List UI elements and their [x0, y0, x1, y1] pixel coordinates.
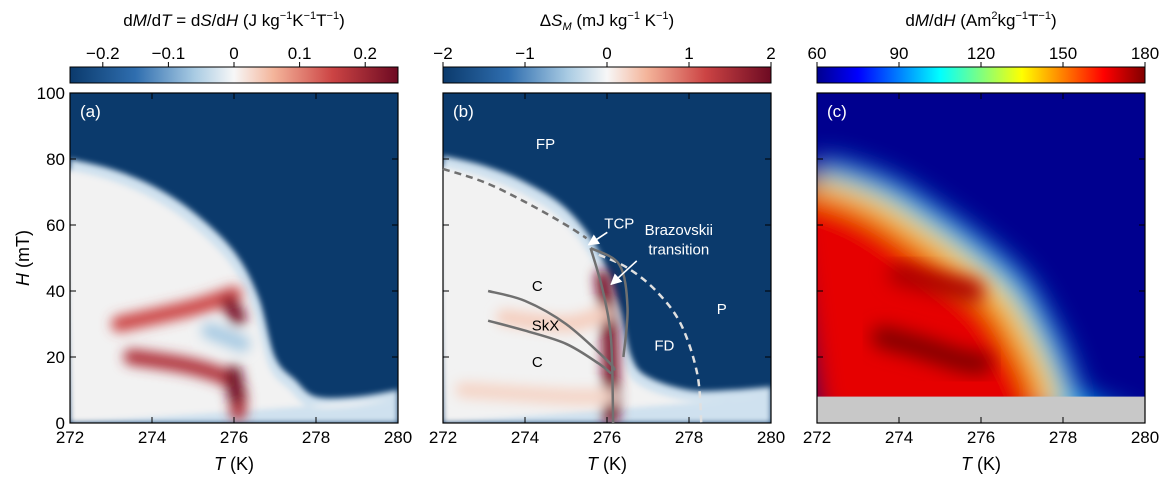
annotation-transition: transition: [648, 242, 709, 259]
x-tick-label: 280: [1131, 428, 1159, 447]
lower-dark-band: [871, 326, 992, 375]
colorbar-tick-label: 2: [766, 44, 775, 63]
annotation-brazovskii: Brazovskii: [645, 222, 713, 239]
annotation-tcp: TCP: [604, 215, 634, 232]
x-tick-label: 276: [967, 428, 995, 447]
colorbar-title-c: dM/dH (Am2kg−1T−1): [905, 10, 1056, 30]
x-axis-label-a: T (K): [214, 454, 254, 474]
panel-label-a: (a): [80, 102, 101, 121]
heatmap-b: [443, 93, 771, 423]
colorbar-tick-label: −0.2: [86, 44, 120, 63]
annotation-fp: FP: [536, 136, 555, 153]
colorbar-title-b: ΔSM (mJ kg−1 K−1): [540, 10, 674, 33]
x-tick-label: 274: [511, 428, 539, 447]
colorbar-title-a: dM/dT = dS/dH (J kg−1K−1T−1): [123, 10, 344, 30]
panel-label-b: (b): [453, 102, 474, 121]
pale-red-lower: [455, 382, 615, 406]
dashed-fp-boundary: [442, 167, 588, 240]
phase-diagram-overlay: FP TCP Brazovskii transition C SkX C FD P: [442, 136, 727, 424]
red-transition-ridge: [594, 269, 620, 423]
upper-dark-band: [888, 263, 984, 302]
annotation-c: C: [532, 354, 543, 371]
colorbar-c: [816, 66, 1146, 84]
colorbar-tick-label: −0.1: [152, 44, 186, 63]
y-tick-label: 80: [46, 150, 65, 169]
x-axis-label-b: T (K): [587, 454, 627, 474]
colorbar-tick-label: 0.1: [288, 44, 312, 63]
y-tick-label: 60: [46, 216, 65, 235]
y-tick-label: 100: [37, 84, 65, 103]
x-tick-label: 276: [220, 428, 248, 447]
skx-lower-boundary: [487, 319, 612, 375]
colorbar-tick-label: 0.2: [353, 44, 377, 63]
colorbar-tick-label: −1: [515, 44, 534, 63]
annotation-arrow: [587, 231, 608, 246]
colorbar-tick-label: 0: [602, 44, 611, 63]
heatmap-a: [70, 93, 398, 423]
dashed-p-boundary: [598, 253, 703, 424]
lower-red-spot: [226, 365, 245, 405]
tcp-branch-line: [589, 246, 629, 358]
x-tick-label: 280: [384, 428, 412, 447]
x-axis-label-c: T (K): [961, 454, 1001, 474]
x-tick-label: 272: [803, 428, 831, 447]
upper-red-spot: [221, 296, 247, 326]
annotation-skx: SkX: [532, 318, 560, 335]
colorbar-a: [69, 66, 399, 84]
colorbar-tick-label: −2: [433, 44, 452, 63]
colorbar-tick-label: 60: [808, 44, 827, 63]
colorbar-tick-label: 0: [229, 44, 238, 63]
colorbar-tick-label: 1: [684, 44, 693, 63]
panel-label-c: (c): [827, 102, 847, 121]
colorbar-tick-label: 180: [1131, 44, 1159, 63]
x-tick-label: 272: [56, 428, 84, 447]
colorbar-tick-label: 90: [890, 44, 909, 63]
x-tick-label: 276: [593, 428, 621, 447]
y-axis-label: H (mT): [13, 230, 33, 286]
x-tick-label: 280: [757, 428, 785, 447]
annotation-arrow: [610, 260, 638, 286]
upper-red-band: [111, 286, 242, 332]
x-tick-label: 274: [885, 428, 913, 447]
y-tick-label: 40: [46, 282, 65, 301]
heatmap-c: [817, 93, 1145, 423]
y-tick-label: 20: [46, 348, 65, 367]
x-tick-label: 278: [675, 428, 703, 447]
x-tick-label: 274: [138, 428, 166, 447]
x-tick-label: 278: [1049, 428, 1077, 447]
colorbar-tick-label: 150: [1049, 44, 1077, 63]
central-blue-patch: [201, 322, 251, 352]
x-tick-label: 278: [302, 428, 330, 447]
colorbar-b: [442, 66, 772, 84]
x-tick-label: 272: [429, 428, 457, 447]
annotation-p: P: [717, 301, 727, 318]
colorbar-tick-label: 120: [967, 44, 995, 63]
brazovskii-line: [589, 247, 615, 424]
annotation-fd: FD: [654, 337, 674, 354]
y-tick-label: 0: [56, 414, 65, 433]
annotation-c: C: [532, 278, 543, 295]
